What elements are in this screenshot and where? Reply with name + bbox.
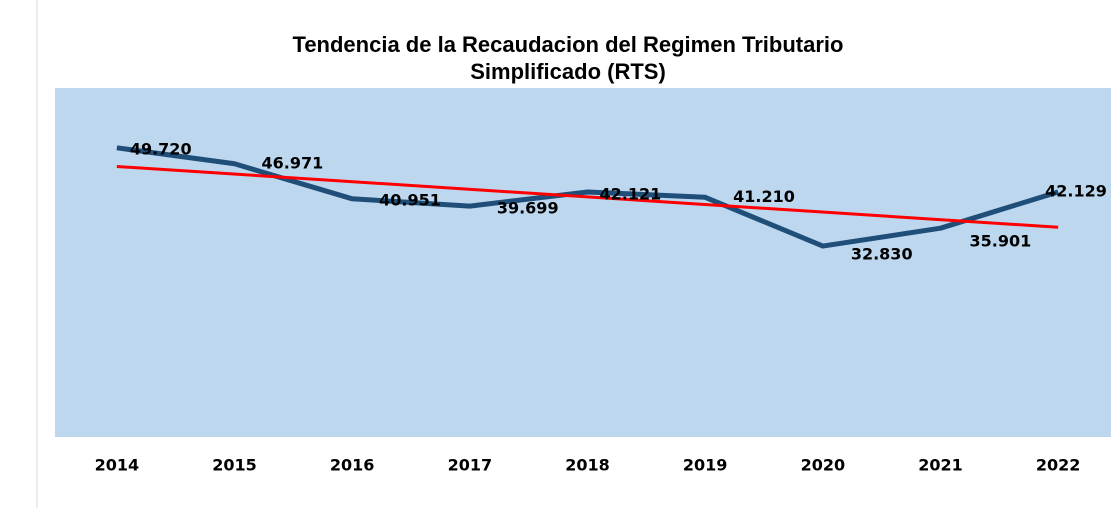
data-label: 49.720 (130, 139, 192, 158)
data-label: 42.129 (1045, 181, 1107, 200)
data-label: 40.951 (379, 190, 441, 209)
x-tick-label: 2019 (683, 456, 728, 475)
x-tick-label: 2015 (212, 456, 257, 475)
data-label: 32.830 (851, 245, 913, 264)
x-tick-label: 2020 (801, 456, 846, 475)
data-label: 39.699 (497, 199, 559, 218)
x-tick-label: 2018 (565, 456, 610, 475)
x-tick-label: 2021 (918, 456, 963, 475)
trend-line (116, 165, 1059, 229)
data-label: 41.210 (733, 187, 795, 206)
data-label: 35.901 (970, 232, 1032, 251)
x-tick-label: 2014 (95, 456, 140, 475)
x-tick-label: 2022 (1036, 456, 1081, 475)
x-tick-label: 2016 (330, 456, 375, 475)
x-tick-label: 2017 (448, 456, 493, 475)
data-label: 42.121 (600, 184, 662, 203)
plot-area (55, 88, 1111, 437)
chart-title: Simplificado (RTS) (470, 59, 666, 84)
data-label: 46.971 (262, 153, 324, 172)
chart-title: Tendencia de la Recaudacion del Regimen … (293, 32, 844, 57)
